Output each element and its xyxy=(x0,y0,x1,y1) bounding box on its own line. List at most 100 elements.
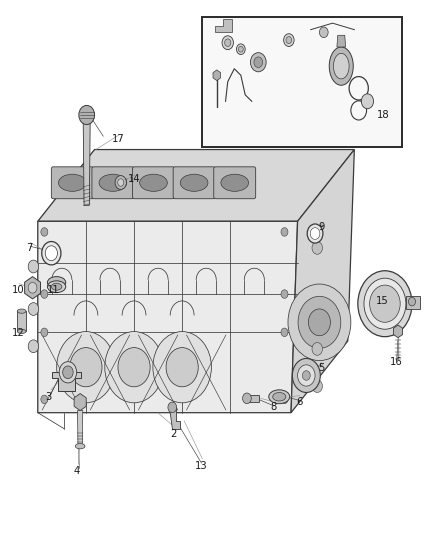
Circle shape xyxy=(238,46,243,52)
Circle shape xyxy=(298,296,341,349)
Circle shape xyxy=(297,365,315,386)
Circle shape xyxy=(105,332,163,403)
Text: 12: 12 xyxy=(12,328,25,338)
Polygon shape xyxy=(247,395,259,401)
Ellipse shape xyxy=(51,283,62,290)
Circle shape xyxy=(288,284,351,361)
Circle shape xyxy=(284,34,294,46)
Polygon shape xyxy=(74,393,86,410)
Circle shape xyxy=(168,402,177,413)
Ellipse shape xyxy=(47,277,66,288)
Circle shape xyxy=(41,328,48,336)
Circle shape xyxy=(42,241,61,265)
Ellipse shape xyxy=(333,53,349,79)
Circle shape xyxy=(281,328,288,336)
Polygon shape xyxy=(291,150,354,413)
Polygon shape xyxy=(215,19,232,33)
Circle shape xyxy=(308,309,330,336)
Ellipse shape xyxy=(273,392,286,401)
Ellipse shape xyxy=(47,281,66,293)
Circle shape xyxy=(57,332,115,403)
Polygon shape xyxy=(17,311,26,332)
Ellipse shape xyxy=(17,329,26,334)
Polygon shape xyxy=(52,372,81,391)
Text: 10: 10 xyxy=(12,286,25,295)
Circle shape xyxy=(286,37,292,44)
Circle shape xyxy=(28,303,39,316)
Circle shape xyxy=(409,297,416,306)
Polygon shape xyxy=(25,277,40,299)
Circle shape xyxy=(166,348,198,387)
Ellipse shape xyxy=(180,174,208,191)
Text: 9: 9 xyxy=(318,222,325,232)
Text: 4: 4 xyxy=(74,466,80,476)
Circle shape xyxy=(41,395,48,403)
Circle shape xyxy=(361,94,374,109)
Circle shape xyxy=(243,393,251,403)
Text: 8: 8 xyxy=(270,402,277,413)
Circle shape xyxy=(79,106,95,125)
FancyBboxPatch shape xyxy=(173,167,215,199)
Circle shape xyxy=(281,228,288,236)
Text: 11: 11 xyxy=(47,286,60,295)
Text: 13: 13 xyxy=(195,461,208,471)
Circle shape xyxy=(59,362,77,383)
Circle shape xyxy=(41,228,48,236)
Circle shape xyxy=(153,332,212,403)
FancyBboxPatch shape xyxy=(214,167,256,199)
Circle shape xyxy=(225,39,231,46)
Circle shape xyxy=(312,379,322,392)
Text: 7: 7 xyxy=(26,243,32,253)
Polygon shape xyxy=(337,35,346,47)
Text: 2: 2 xyxy=(170,429,177,439)
Circle shape xyxy=(28,260,39,273)
Ellipse shape xyxy=(329,47,353,85)
Ellipse shape xyxy=(75,443,85,449)
Bar xyxy=(201,17,403,147)
Circle shape xyxy=(307,224,323,243)
Polygon shape xyxy=(393,325,403,338)
Circle shape xyxy=(237,44,245,54)
Circle shape xyxy=(118,179,124,186)
Circle shape xyxy=(312,241,322,254)
Circle shape xyxy=(302,370,310,380)
FancyBboxPatch shape xyxy=(92,167,134,199)
Polygon shape xyxy=(38,221,297,413)
Polygon shape xyxy=(38,150,354,221)
Circle shape xyxy=(364,278,406,329)
Text: 6: 6 xyxy=(297,397,303,407)
Circle shape xyxy=(254,57,263,68)
Text: 14: 14 xyxy=(127,174,140,184)
Polygon shape xyxy=(38,150,95,413)
Circle shape xyxy=(28,282,37,293)
Circle shape xyxy=(28,340,39,353)
Ellipse shape xyxy=(140,174,167,191)
Circle shape xyxy=(118,348,150,387)
Polygon shape xyxy=(213,70,221,80)
Ellipse shape xyxy=(221,174,248,191)
Ellipse shape xyxy=(58,174,86,191)
Polygon shape xyxy=(169,407,180,429)
Ellipse shape xyxy=(17,309,26,313)
Circle shape xyxy=(310,228,320,239)
Text: 16: 16 xyxy=(389,357,402,367)
Circle shape xyxy=(370,285,400,322)
Ellipse shape xyxy=(99,174,127,191)
Text: 17: 17 xyxy=(112,134,125,144)
Text: 5: 5 xyxy=(318,362,325,373)
FancyBboxPatch shape xyxy=(51,167,93,199)
Circle shape xyxy=(45,246,57,261)
Circle shape xyxy=(115,175,127,189)
Polygon shape xyxy=(78,410,83,446)
Circle shape xyxy=(281,290,288,298)
Text: 15: 15 xyxy=(376,296,389,306)
Circle shape xyxy=(319,27,328,38)
Circle shape xyxy=(70,348,102,387)
Polygon shape xyxy=(83,122,90,205)
Circle shape xyxy=(41,290,48,298)
Circle shape xyxy=(312,343,322,356)
Text: 3: 3 xyxy=(46,392,52,402)
Circle shape xyxy=(251,53,266,72)
Ellipse shape xyxy=(269,390,290,403)
Polygon shape xyxy=(406,296,420,309)
